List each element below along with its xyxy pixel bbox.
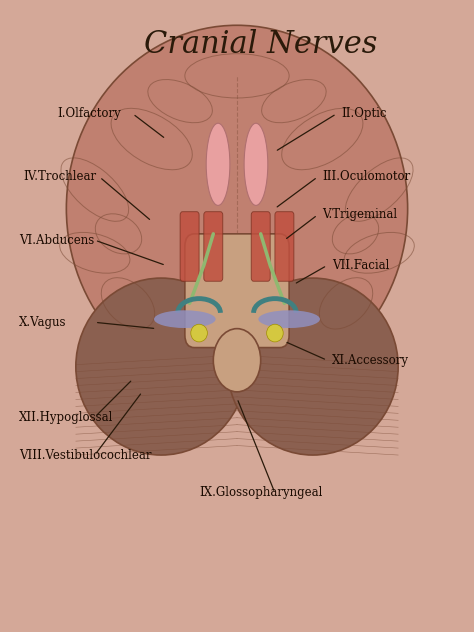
FancyBboxPatch shape bbox=[251, 212, 270, 281]
Text: II.Optic: II.Optic bbox=[341, 107, 387, 120]
Text: VII.Facial: VII.Facial bbox=[332, 259, 389, 272]
Ellipse shape bbox=[191, 324, 207, 342]
FancyBboxPatch shape bbox=[185, 234, 289, 348]
Text: VIII.Vestibulocochlear: VIII.Vestibulocochlear bbox=[19, 449, 152, 461]
Text: VI.Abducens: VI.Abducens bbox=[19, 234, 94, 246]
Ellipse shape bbox=[266, 324, 283, 342]
Text: IV.Trochlear: IV.Trochlear bbox=[24, 171, 97, 183]
Text: I.Olfactory: I.Olfactory bbox=[57, 107, 120, 120]
Text: IX.Glossopharyngeal: IX.Glossopharyngeal bbox=[199, 487, 322, 499]
Text: X.Vagus: X.Vagus bbox=[19, 316, 66, 329]
Text: III.Oculomotor: III.Oculomotor bbox=[322, 171, 410, 183]
Ellipse shape bbox=[258, 310, 320, 328]
Ellipse shape bbox=[154, 310, 216, 328]
Ellipse shape bbox=[244, 123, 268, 205]
Ellipse shape bbox=[66, 25, 408, 392]
Ellipse shape bbox=[76, 278, 246, 455]
Text: XI.Accessory: XI.Accessory bbox=[332, 354, 409, 367]
FancyBboxPatch shape bbox=[275, 212, 294, 281]
FancyBboxPatch shape bbox=[180, 212, 199, 281]
Ellipse shape bbox=[213, 329, 261, 392]
Text: XII.Hypoglossal: XII.Hypoglossal bbox=[19, 411, 113, 423]
Text: V.Trigeminal: V.Trigeminal bbox=[322, 209, 397, 221]
Text: Cranial Nerves: Cranial Nerves bbox=[144, 28, 377, 60]
FancyBboxPatch shape bbox=[204, 212, 223, 281]
Ellipse shape bbox=[228, 278, 398, 455]
Ellipse shape bbox=[206, 123, 230, 205]
